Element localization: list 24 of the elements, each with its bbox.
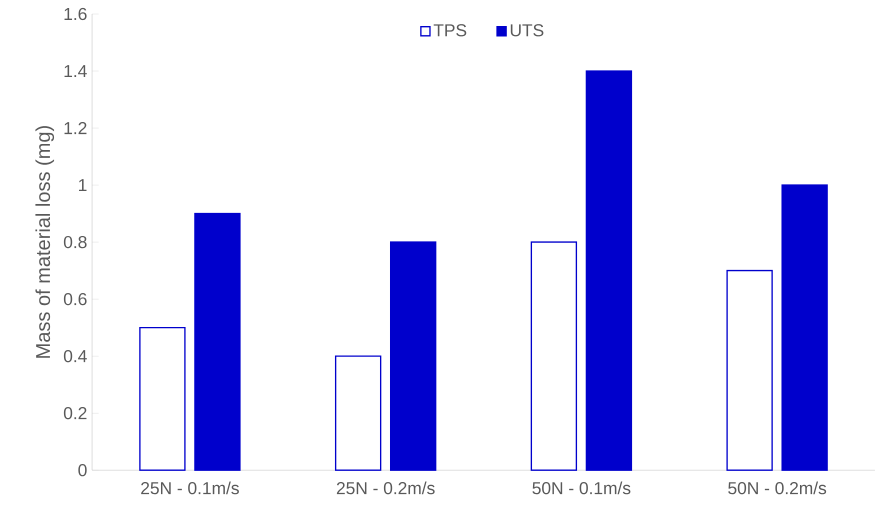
x-tick-label: 25N - 0.1m/s xyxy=(141,481,239,494)
y-tick-label: 1.2 xyxy=(64,122,86,134)
y-tick-label: 0.4 xyxy=(64,350,87,362)
bar xyxy=(586,70,632,471)
bar xyxy=(726,270,773,471)
x-tick-label: 50N - 0.1m/s xyxy=(532,481,630,494)
y-tick-label: 1.4 xyxy=(64,64,87,77)
x-tick-label: 25N - 0.2m/s xyxy=(336,481,435,494)
x-tick-label: 50N - 0.2m/s xyxy=(728,481,826,494)
bar xyxy=(781,184,828,471)
y-tick-label: 0 xyxy=(78,464,87,476)
bar xyxy=(530,241,578,471)
bar xyxy=(334,355,382,471)
y-axis-title: Mass of material loss (mg) xyxy=(35,126,54,358)
bar xyxy=(390,241,436,471)
y-tick-label: 0.6 xyxy=(64,292,87,306)
bar xyxy=(194,212,241,471)
y-tick-label: 0.2 xyxy=(64,406,86,420)
legend-label: TPS xyxy=(434,24,466,36)
y-tick-label: 1.6 xyxy=(64,8,87,20)
y-tick-label: 0.8 xyxy=(64,236,87,248)
y-tick-label: 1 xyxy=(79,179,86,191)
legend-label: UTS xyxy=(510,24,544,36)
bar xyxy=(139,326,186,471)
